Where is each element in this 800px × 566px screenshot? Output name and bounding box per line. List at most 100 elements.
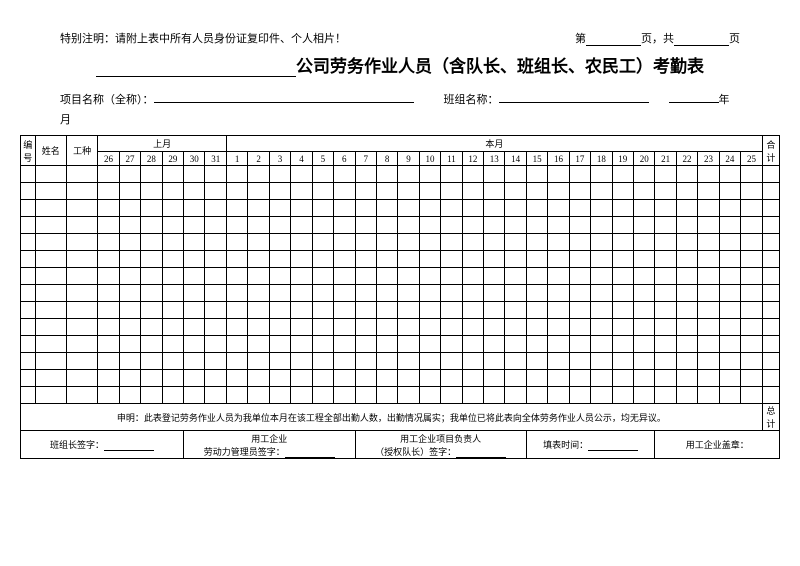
cell bbox=[762, 336, 779, 353]
cell bbox=[762, 302, 779, 319]
cell bbox=[226, 268, 247, 285]
cell bbox=[719, 370, 740, 387]
cell bbox=[66, 370, 97, 387]
cell bbox=[676, 183, 697, 200]
table-row bbox=[21, 387, 780, 404]
cell bbox=[376, 302, 397, 319]
hdr-total: 合计 bbox=[762, 136, 779, 166]
cell bbox=[719, 353, 740, 370]
cell bbox=[462, 217, 483, 234]
cell bbox=[441, 200, 462, 217]
cell bbox=[505, 166, 526, 183]
cell bbox=[312, 234, 333, 251]
project-blank bbox=[154, 91, 414, 103]
hdr-worktype: 工种 bbox=[66, 136, 97, 166]
cell bbox=[612, 234, 633, 251]
cell bbox=[548, 217, 569, 234]
cell bbox=[205, 217, 227, 234]
cell bbox=[719, 183, 740, 200]
cell bbox=[398, 234, 419, 251]
table-row bbox=[21, 183, 780, 200]
cell bbox=[98, 251, 119, 268]
cell bbox=[591, 336, 612, 353]
cell bbox=[484, 319, 505, 336]
cell bbox=[569, 166, 590, 183]
cell bbox=[612, 387, 633, 404]
cell bbox=[184, 234, 205, 251]
cell bbox=[291, 166, 312, 183]
cell bbox=[591, 200, 612, 217]
cell bbox=[484, 387, 505, 404]
hdr-day: 17 bbox=[569, 152, 590, 166]
cell bbox=[698, 251, 719, 268]
cell bbox=[398, 285, 419, 302]
cell bbox=[355, 285, 376, 302]
cell bbox=[526, 268, 547, 285]
statement: 申明：此表登记劳务作业人员为我单位本月在该工程全部出勤人数，出勤情况属实；我单位… bbox=[21, 404, 763, 431]
cell bbox=[334, 183, 355, 200]
cell bbox=[462, 285, 483, 302]
cell bbox=[633, 217, 654, 234]
cell bbox=[462, 251, 483, 268]
notice-text: 特别注明：请附上表中所有人员身份证复印件、个人相片！ bbox=[60, 30, 346, 46]
cell bbox=[141, 183, 162, 200]
cell bbox=[719, 285, 740, 302]
cell bbox=[184, 387, 205, 404]
cell bbox=[419, 217, 440, 234]
cell bbox=[655, 370, 676, 387]
cell bbox=[141, 302, 162, 319]
cell bbox=[21, 353, 36, 370]
cell bbox=[376, 200, 397, 217]
cell bbox=[762, 200, 779, 217]
cell bbox=[355, 302, 376, 319]
cell bbox=[741, 387, 763, 404]
cell bbox=[398, 183, 419, 200]
cell bbox=[141, 319, 162, 336]
cell bbox=[119, 285, 140, 302]
table-row bbox=[21, 353, 780, 370]
cell bbox=[398, 336, 419, 353]
cell bbox=[741, 166, 763, 183]
cell bbox=[676, 234, 697, 251]
cell bbox=[741, 268, 763, 285]
cell bbox=[355, 268, 376, 285]
cell bbox=[312, 336, 333, 353]
cell bbox=[762, 268, 779, 285]
title: 公司劳务作业人员（含队长、班组长、农民工）考勤表 bbox=[20, 52, 780, 77]
cell bbox=[633, 166, 654, 183]
cell bbox=[21, 234, 36, 251]
cell bbox=[226, 183, 247, 200]
cell bbox=[248, 251, 269, 268]
cell bbox=[526, 336, 547, 353]
cell bbox=[398, 268, 419, 285]
cell bbox=[35, 166, 66, 183]
cell bbox=[291, 387, 312, 404]
cell bbox=[719, 336, 740, 353]
cell bbox=[526, 234, 547, 251]
cell bbox=[633, 387, 654, 404]
cell bbox=[526, 370, 547, 387]
cell bbox=[398, 251, 419, 268]
cell bbox=[21, 166, 36, 183]
cell bbox=[591, 370, 612, 387]
cell bbox=[248, 268, 269, 285]
cell bbox=[676, 166, 697, 183]
cell bbox=[141, 217, 162, 234]
cell bbox=[419, 319, 440, 336]
cell bbox=[312, 166, 333, 183]
cell bbox=[569, 387, 590, 404]
cell bbox=[248, 183, 269, 200]
hdr-day: 21 bbox=[655, 152, 676, 166]
cell bbox=[248, 336, 269, 353]
cell bbox=[419, 285, 440, 302]
hdr-day: 3 bbox=[269, 152, 290, 166]
cell bbox=[312, 200, 333, 217]
cell bbox=[141, 166, 162, 183]
cell bbox=[21, 336, 36, 353]
cell bbox=[98, 166, 119, 183]
cell bbox=[698, 319, 719, 336]
cell bbox=[419, 166, 440, 183]
table-head: 编号 姓名 工种 上月 本月 合计 2627282930311234567891… bbox=[21, 136, 780, 166]
cell bbox=[591, 353, 612, 370]
cell bbox=[698, 234, 719, 251]
